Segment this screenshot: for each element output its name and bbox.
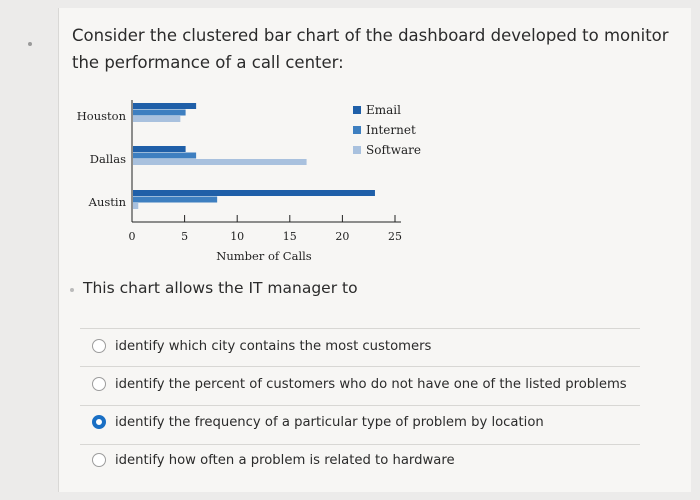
bar-houston-internet — [133, 109, 186, 116]
chart-container: Houston Dallas Austin 0 5 10 15 20 25 Number of C… — [70, 92, 450, 276]
bar-houston-software — [133, 116, 181, 122]
radio-button-4[interactable] — [92, 453, 106, 467]
legend-swatch-software — [353, 146, 361, 154]
x-tick-label: 15 — [283, 230, 297, 243]
category-label: Dallas — [90, 152, 126, 166]
divider — [80, 444, 640, 445]
radio-button-3[interactable] — [92, 415, 106, 429]
x-tick-label: 0 — [129, 230, 136, 243]
legend-label: Software — [366, 143, 421, 157]
legend-swatch-email — [353, 106, 361, 114]
answer-option-2[interactable]: identify the percent of customers who do… — [92, 372, 627, 396]
bar-dallas-software — [133, 159, 307, 165]
bar-austin-internet — [133, 196, 218, 203]
bar-dallas-email — [133, 146, 186, 152]
x-tick-label: 5 — [181, 230, 188, 243]
answer-option-label: identify which city contains the most cu… — [115, 338, 432, 354]
legend-label: Internet — [366, 123, 416, 137]
x-tick-label: 10 — [230, 230, 244, 243]
category-label: Austin — [88, 195, 127, 209]
divider — [80, 328, 640, 329]
answer-option-label: identify how often a problem is related … — [115, 452, 455, 468]
bar-austin-email — [133, 190, 375, 196]
answer-option-4[interactable]: identify how often a problem is related … — [92, 448, 455, 472]
question-card — [58, 8, 691, 492]
x-axis-label: Number of Calls — [216, 249, 312, 263]
answer-option-1[interactable]: identify which city contains the most cu… — [92, 334, 431, 358]
stem-bullet — [70, 288, 74, 292]
question-stem: This chart allows the IT manager to — [83, 279, 358, 297]
legend-swatch-internet — [353, 126, 361, 134]
answer-option-label: identify the percent of customers who do… — [115, 376, 627, 392]
bar-dallas-internet — [133, 152, 197, 159]
legend-label: Email — [366, 103, 401, 117]
clustered-bar-chart: Houston Dallas Austin 0 5 10 15 20 25 Number of C… — [77, 100, 421, 263]
radio-button-1[interactable] — [92, 339, 106, 353]
bar-austin-software — [133, 203, 139, 209]
category-label: Houston — [77, 109, 127, 123]
radio-button-2[interactable] — [92, 377, 106, 391]
question-bullet — [28, 42, 32, 46]
bar-houston-email — [133, 103, 197, 109]
divider — [80, 366, 640, 367]
answer-option-3[interactable]: identify the frequency of a particular t… — [92, 410, 544, 434]
answer-option-label: identify the frequency of a particular t… — [115, 414, 544, 430]
x-tick-label: 25 — [388, 230, 402, 243]
x-tick-label: 20 — [335, 230, 349, 243]
question-text: Consider the clustered bar chart of the … — [72, 26, 669, 72]
divider — [80, 405, 640, 406]
